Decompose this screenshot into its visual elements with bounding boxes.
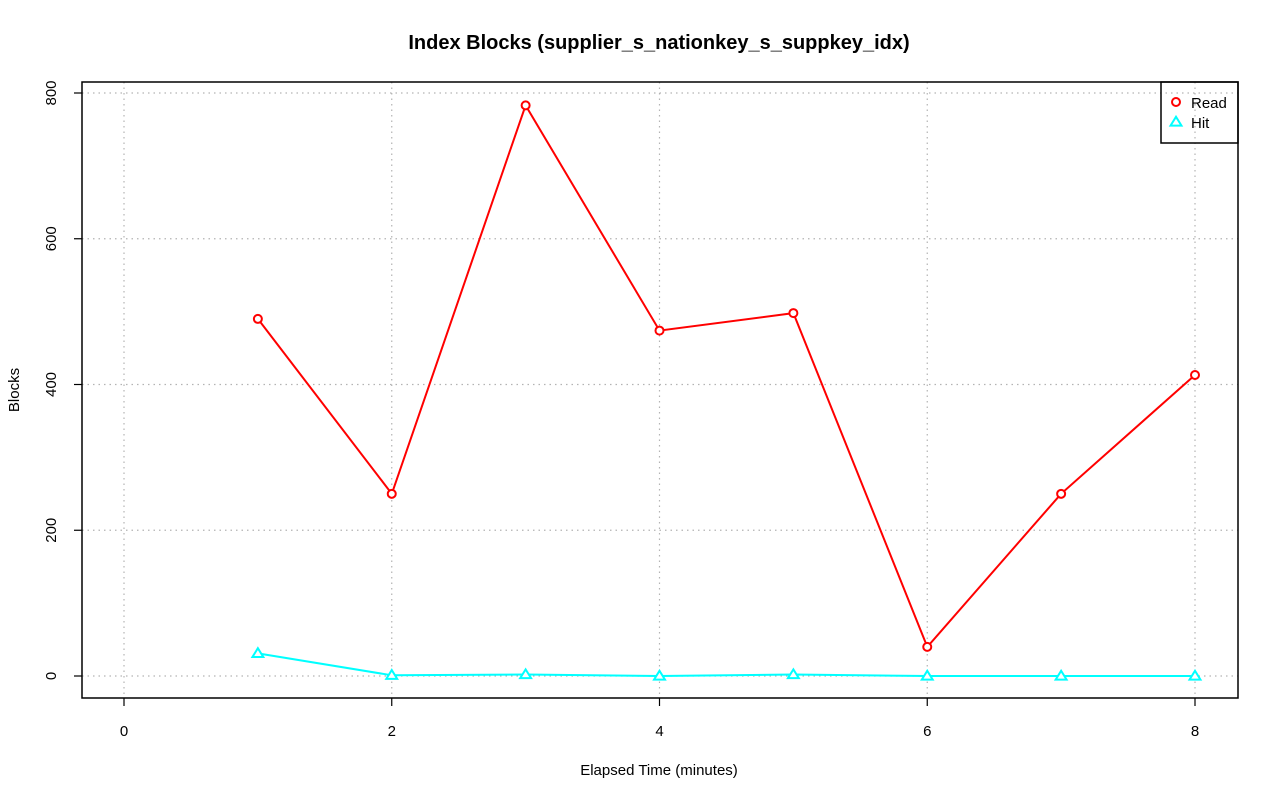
y-tick-label: 800 [43,80,60,105]
data-point-read [252,313,263,324]
data-point-hit [652,668,667,681]
y-tick-label: 200 [43,518,60,543]
data-point-hit [250,646,266,659]
x-axis: 0 2 4 6 8 [120,698,1199,740]
data-point-hit [518,667,533,680]
data-point-hit [919,668,935,681]
x-tick-label: 8 [1191,723,1199,740]
x-tick-label: 4 [655,723,663,740]
data-point-read [1190,370,1200,381]
data-point-read [788,308,799,319]
data-point-hit [1187,668,1203,681]
series-line-read [257,103,1196,649]
y-tick-label: 400 [43,372,60,397]
data-point-hit [1053,668,1069,681]
x-tick-label: 0 [120,723,128,740]
legend-label-read: Read [1191,95,1227,112]
legend-label-hit: Hit [1191,115,1210,132]
data-point-hit [786,667,801,680]
series-line-hit [257,652,1195,678]
series-layer [250,100,1203,681]
x-axis-label: Elapsed Time (minutes) [580,762,738,779]
legend-box [1160,81,1239,144]
grid [82,82,1238,698]
data-point-read [654,325,665,336]
y-axis: 0 200 400 600 800 [43,80,82,680]
y-tick-label: 0 [43,672,60,680]
series-hit [250,646,1203,681]
legend-marker-read [1171,97,1181,107]
legend-marker-hit [1168,114,1184,127]
x-tick-label: 6 [923,723,931,740]
y-tick-label: 600 [43,226,60,251]
y-axis-label: Blocks [6,368,23,412]
series-read [252,100,1200,652]
data-point-read [386,488,397,499]
data-point-read [1056,488,1067,499]
data-point-hit [384,668,400,680]
chart-title: Index Blocks (supplier_s_nationkey_s_sup… [408,32,909,54]
data-point-read [922,641,933,652]
legend: Read Hit [1160,81,1239,144]
x-tick-label: 2 [388,723,396,740]
data-point-read [520,100,531,111]
